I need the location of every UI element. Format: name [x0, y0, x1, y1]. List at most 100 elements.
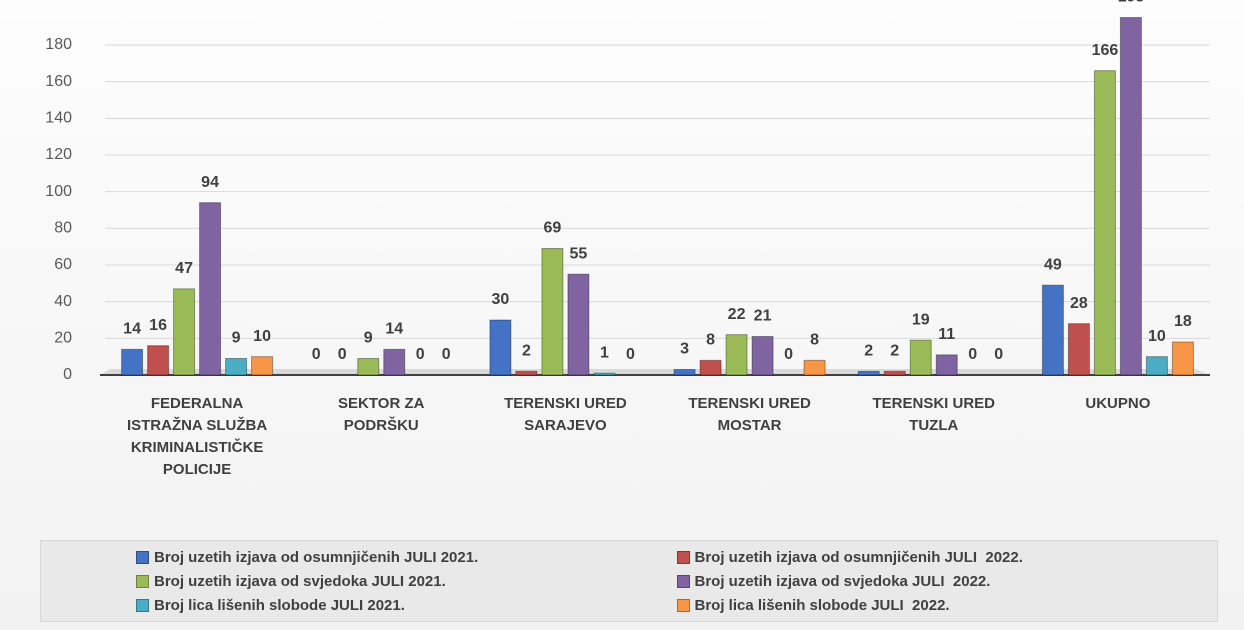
y-tick-label: 0 [63, 366, 72, 383]
bar [1145, 356, 1168, 376]
legend-swatch [676, 598, 690, 612]
bar [541, 248, 564, 376]
legend-label: Broj lica lišenih slobode JULI 2022. [694, 596, 950, 614]
data-label: 22 [728, 306, 746, 323]
legend-label: Broj uzetih izjava od svjedoka JULI 2021… [154, 572, 446, 590]
data-label: 94 [201, 174, 219, 191]
bar [515, 370, 538, 376]
data-label: 30 [492, 291, 510, 308]
data-label: 3 [680, 341, 689, 358]
data-label: 11 [938, 326, 955, 343]
bar [593, 372, 616, 376]
data-label: 2 [522, 343, 531, 360]
legend-item: Broj lica lišenih slobode JULI 2022. [676, 593, 1218, 617]
data-label: 0 [338, 346, 347, 363]
x-tick-label: TERENSKI URED SARAJEVO [504, 395, 627, 434]
bar [1171, 341, 1194, 376]
data-label: 8 [706, 332, 715, 349]
legend-label: Broj uzetih izjava od svjedoka JULI 2022… [694, 572, 991, 590]
legend-item: Broj uzetih izjava od svjedoka JULI 2021… [136, 569, 677, 593]
legend-swatch [676, 574, 690, 588]
bar [803, 359, 826, 376]
x-tick-label: FEDERALNA ISTRAŽNA SLUŽBA KRIMINALISTIČK… [126, 395, 268, 478]
data-label: 2 [890, 343, 899, 360]
bar [935, 354, 958, 376]
data-label: 49 [1044, 256, 1062, 273]
data-label: 0 [626, 346, 635, 363]
data-label: 28 [1070, 295, 1088, 312]
y-tick-label: 60 [54, 256, 72, 273]
bar [857, 370, 880, 376]
data-label: 8 [810, 332, 819, 349]
legend-item: Broj uzetih izjava od osumnjičenih JULI … [676, 545, 1218, 569]
data-label: 0 [442, 346, 451, 363]
bar [383, 348, 406, 376]
bar [567, 273, 590, 376]
bar [1119, 17, 1142, 376]
bar [489, 319, 512, 376]
bar [725, 334, 748, 376]
legend-swatch [136, 598, 149, 612]
legend-swatch [676, 550, 690, 564]
bar [1067, 323, 1090, 376]
y-tick-label: 100 [45, 183, 72, 200]
bar [751, 336, 774, 376]
y-tick-label: 80 [54, 220, 72, 237]
bar [225, 358, 248, 376]
bar [1041, 284, 1064, 376]
bar [1093, 70, 1116, 376]
bar [883, 370, 906, 376]
data-label: 10 [253, 328, 271, 345]
data-label: 9 [232, 330, 241, 347]
legend-label: Broj uzetih izjava od osumnjičenih JULI … [694, 548, 1023, 566]
data-label: 0 [784, 346, 793, 363]
data-label: 69 [544, 220, 562, 237]
legend: Broj uzetih izjava od osumnjičenih JULI … [40, 540, 1218, 622]
y-tick-label: 140 [45, 110, 72, 127]
bar [199, 202, 222, 376]
data-label: 14 [123, 321, 141, 338]
data-label: 16 [149, 317, 167, 334]
data-label: 0 [312, 346, 321, 363]
data-label: 55 [570, 245, 588, 262]
y-tick-label: 120 [45, 146, 72, 163]
bar [909, 339, 932, 376]
data-label: 166 [1092, 42, 1119, 59]
legend-item: Broj uzetih izjava od svjedoka JULI 2022… [676, 569, 1218, 593]
x-tick-label: TERENSKI URED MOSTAR [688, 395, 811, 434]
data-label: 10 [1148, 328, 1166, 345]
bar [699, 359, 722, 376]
bar [251, 356, 274, 376]
x-tick-label: TERENSKI URED TUZLA [872, 395, 995, 434]
data-label: 195 [1118, 0, 1145, 6]
bar [121, 348, 144, 376]
x-tick-label: SEKTOR ZA PODRŠKU [338, 395, 425, 434]
data-label: 1 [600, 344, 609, 361]
data-label: 9 [364, 330, 373, 347]
legend-item: Broj uzetih izjava od osumnjičenih JULI … [136, 545, 677, 569]
y-tick-label: 160 [45, 73, 72, 90]
legend-swatch [136, 550, 149, 564]
x-tick-label: UKUPNO [1085, 395, 1151, 412]
legend-label: Broj lica lišenih slobode JULI 2021. [154, 596, 405, 614]
legend-label: Broj uzetih izjava od osumnjičenih JULI … [154, 548, 479, 566]
data-label: 0 [968, 346, 977, 363]
bar [673, 369, 696, 376]
y-tick-label: 180 [45, 36, 72, 53]
bar [173, 288, 196, 376]
legend-swatch [136, 574, 149, 588]
y-tick-label: 20 [54, 330, 72, 347]
data-label: 14 [385, 321, 403, 338]
data-label: 19 [912, 311, 930, 328]
bar [357, 358, 380, 376]
data-label: 18 [1174, 313, 1192, 330]
data-label: 0 [994, 346, 1003, 363]
data-label: 0 [416, 346, 425, 363]
y-tick-label: 40 [54, 293, 72, 310]
data-label: 2 [864, 343, 873, 360]
data-label: 47 [175, 260, 193, 277]
bar [147, 345, 170, 376]
data-label: 21 [754, 308, 772, 325]
